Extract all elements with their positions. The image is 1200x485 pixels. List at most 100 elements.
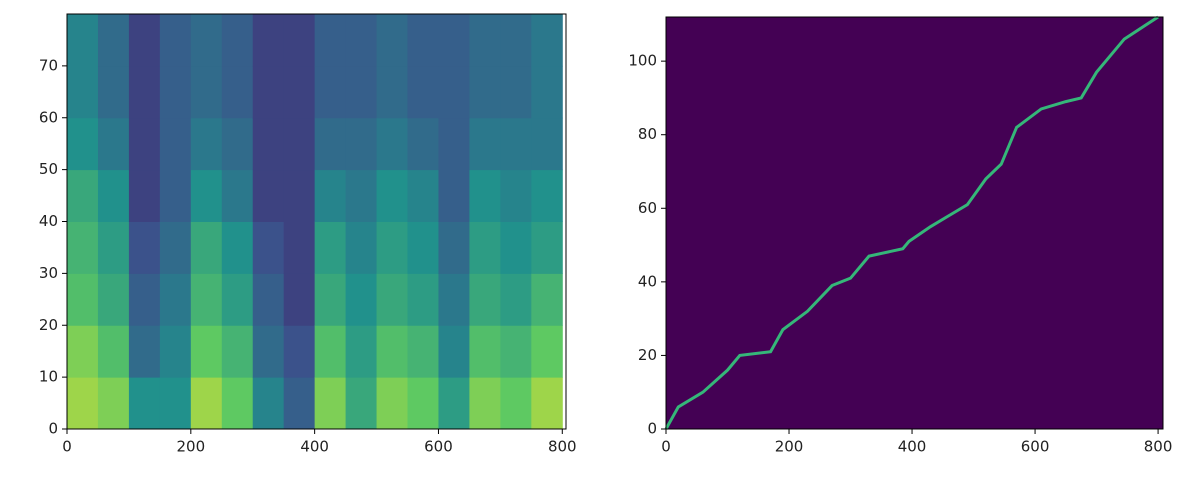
y-tick-label: 10 — [39, 368, 58, 386]
heatmap-cell — [221, 273, 254, 326]
heatmap-cell — [221, 221, 254, 274]
heatmap-cell — [469, 14, 501, 67]
heatmap-cell — [314, 273, 347, 326]
heatmap-cell — [221, 14, 254, 67]
heatmap-cell — [469, 117, 501, 171]
heatmap-cell — [500, 169, 532, 222]
heatmap-cell — [221, 65, 254, 119]
heatmap-cell — [314, 65, 347, 119]
heatmap-cell — [469, 169, 501, 222]
heatmap-cell — [314, 169, 347, 222]
heatmap-cell — [97, 273, 130, 326]
heatmap-cell — [159, 325, 192, 378]
heatmap-cell — [128, 14, 161, 67]
heatmap-cell — [159, 221, 192, 274]
y-tick-label: 20 — [638, 346, 657, 364]
heatmap-cell — [531, 221, 563, 274]
heatmap-cell — [128, 65, 161, 119]
heatmap-cell — [159, 273, 192, 326]
heatmap-cell — [345, 169, 378, 222]
heatmap-cell — [500, 14, 532, 67]
plot-background — [666, 17, 1163, 429]
y-tick-label: 50 — [39, 160, 58, 178]
heatmap-cell — [252, 117, 285, 171]
heatmap-cell — [407, 377, 439, 430]
heatmap-cell — [500, 273, 532, 326]
heatmap-cell — [345, 65, 378, 119]
heatmap-cell — [252, 221, 285, 274]
heatmap-cell — [407, 169, 439, 222]
heatmap-cell — [67, 325, 99, 378]
heatmap-cell — [345, 14, 378, 67]
heatmap-cell — [67, 169, 99, 222]
heatmap-cell — [67, 221, 99, 274]
heatmap-cell — [531, 377, 563, 430]
heatmap-cell — [345, 325, 378, 378]
heatmap-cell — [531, 325, 563, 378]
heatmap-cell — [500, 221, 532, 274]
x-tick-label: 800 — [1144, 438, 1173, 456]
heatmap-cell — [283, 14, 316, 67]
heatmap-cell — [500, 325, 532, 378]
heatmap-cell — [469, 377, 501, 430]
x-tick-label: 200 — [775, 438, 804, 456]
heatmap-cell — [159, 117, 192, 171]
heatmap-cell — [438, 221, 470, 274]
heatmap-cell — [469, 325, 501, 378]
x-tick-label: 600 — [424, 438, 453, 456]
heatmap-cell — [159, 377, 192, 430]
heatmap-cell — [407, 325, 439, 378]
heatmap-cell — [97, 14, 130, 67]
heatmap-cell — [190, 169, 223, 222]
heatmap-cell — [221, 377, 254, 430]
heatmap-cell — [469, 273, 501, 326]
heatmap-cell — [314, 221, 347, 274]
heatmap-cell — [128, 273, 161, 326]
heatmap-cell — [376, 117, 409, 171]
heatmap-cell — [500, 117, 532, 171]
heatmap-cell — [531, 65, 563, 119]
x-tick-label: 600 — [1021, 438, 1050, 456]
heatmap-cell — [252, 377, 285, 430]
heatmap-cell — [190, 325, 223, 378]
heatmap-cell — [531, 117, 563, 171]
heatmap-cell — [67, 117, 99, 171]
plot-frame — [665, 16, 1164, 430]
heatmap-cell — [438, 14, 470, 67]
x-tick-label: 0 — [661, 438, 671, 456]
heatmap-cell — [221, 325, 254, 378]
heatmap-cell — [221, 117, 254, 171]
heatmap-cell — [438, 273, 470, 326]
x-tick-label: 800 — [548, 438, 577, 456]
heatmap-cell — [97, 117, 130, 171]
y-tick-label: 100 — [628, 52, 657, 70]
heatmap-cell — [469, 221, 501, 274]
x-tick-label: 200 — [177, 438, 206, 456]
heatmap-cell — [376, 325, 409, 378]
heatmap-cell — [67, 14, 99, 67]
heatmap-cell — [376, 273, 409, 326]
heatmap-cell — [159, 169, 192, 222]
heatmap-cell — [283, 377, 316, 430]
heatmap-cell — [438, 117, 470, 171]
heatmap-cell — [97, 169, 130, 222]
heatmap-cell — [190, 117, 223, 171]
heatmap-cell — [345, 377, 378, 430]
heatmap-cell — [376, 14, 409, 67]
heatmap-cell — [376, 169, 409, 222]
heatmap-cell — [283, 221, 316, 274]
heatmap-cell — [190, 377, 223, 430]
heatmap-cell — [190, 65, 223, 119]
heatmap-cell — [407, 14, 439, 67]
heatmap-cell — [283, 117, 316, 171]
heatmap-cell — [407, 273, 439, 326]
heatmap-cell — [500, 65, 532, 119]
y-tick-label: 30 — [39, 264, 58, 282]
y-tick-label: 60 — [39, 108, 58, 126]
heatmap-cell — [128, 117, 161, 171]
heatmap-cell — [438, 169, 470, 222]
heatmap-cell — [190, 14, 223, 67]
heatmap-cell — [407, 221, 439, 274]
